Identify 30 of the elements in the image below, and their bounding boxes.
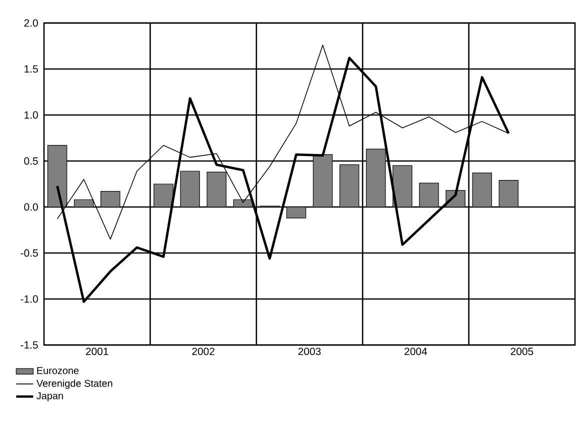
bar xyxy=(233,199,253,208)
x-tick-label: 2001 xyxy=(86,348,108,356)
bar xyxy=(180,170,200,208)
x-tick-label: 2002 xyxy=(192,348,214,356)
bar xyxy=(366,148,386,208)
bar xyxy=(74,199,94,208)
bar xyxy=(419,182,439,208)
y-tick-label: -1.0 xyxy=(20,295,38,303)
bar xyxy=(392,165,412,208)
y-tick-label: -0.5 xyxy=(20,249,38,257)
y-tick-label: 0.0 xyxy=(24,203,38,211)
y-tick-label: 2.0 xyxy=(24,19,38,27)
x-tick-label: 2005 xyxy=(510,348,534,356)
x-tick-label: 2004 xyxy=(404,348,428,356)
y-tick-label: 1.5 xyxy=(24,65,38,73)
bar xyxy=(286,206,306,218)
x-tick-label: 2003 xyxy=(298,348,321,356)
bar xyxy=(472,172,492,208)
y-tick-label: -1.5 xyxy=(20,341,38,349)
bar xyxy=(498,180,518,208)
legend-label: Eurozone xyxy=(37,367,79,374)
legend-label: Japan xyxy=(36,392,63,402)
legend-label: Verenigde Staten xyxy=(36,380,112,389)
bar xyxy=(154,184,174,208)
y-tick-label: 0.5 xyxy=(24,157,38,165)
y-tick-label: 1.0 xyxy=(24,111,38,119)
bar xyxy=(206,172,226,208)
bar xyxy=(339,164,360,208)
bar xyxy=(100,191,120,208)
bar xyxy=(312,154,333,208)
